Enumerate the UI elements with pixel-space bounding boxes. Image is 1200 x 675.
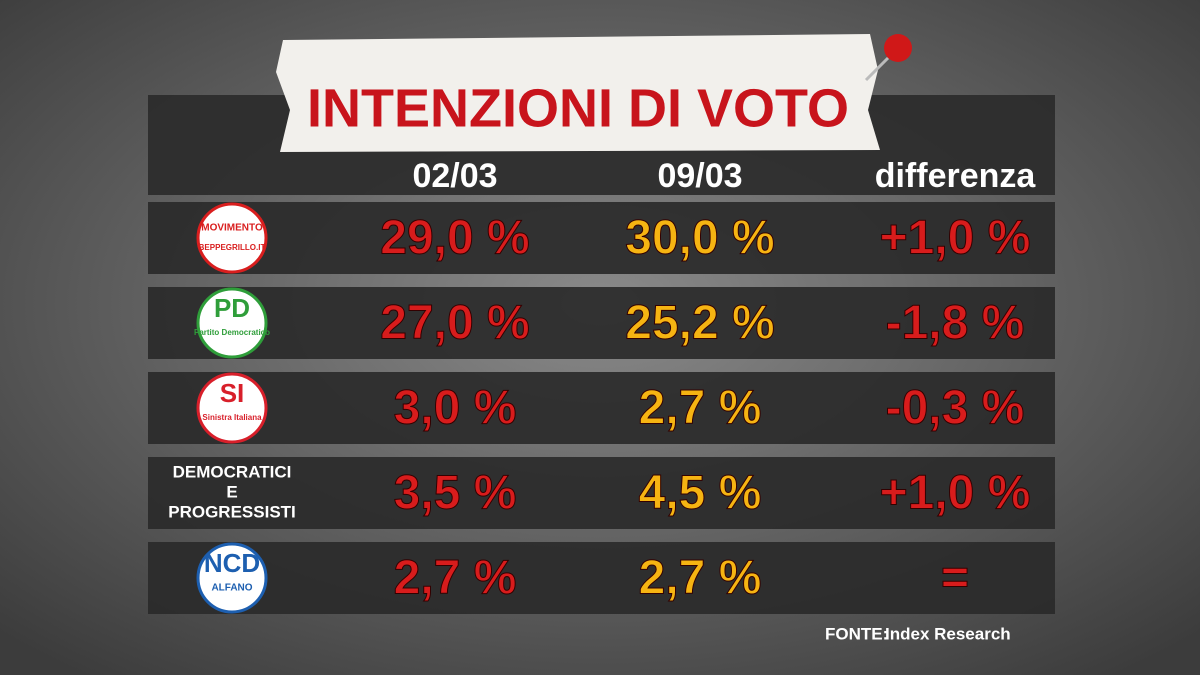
logo-text: NCD xyxy=(204,548,260,578)
logo-text: PD xyxy=(214,293,250,323)
cell-value: 30,0 % xyxy=(625,212,774,265)
logo xyxy=(196,287,268,359)
party-name: DEMOCRATICI xyxy=(173,462,292,481)
cell-value: 2,7 % xyxy=(639,552,762,605)
logo xyxy=(196,372,268,444)
logo xyxy=(196,542,268,614)
source-text: Index Research xyxy=(885,624,1011,643)
cell-value: 25,2 % xyxy=(625,297,774,350)
cell-value: -0,3 % xyxy=(886,382,1025,435)
cell-value: 2,7 % xyxy=(639,382,762,435)
column-header: 09/03 xyxy=(657,157,742,195)
cell-value: -1,8 % xyxy=(886,297,1025,350)
logo-text: SI xyxy=(220,378,245,408)
cell-value: = xyxy=(941,552,969,605)
paper-note xyxy=(276,34,880,152)
logo-text: ALFANO xyxy=(211,583,252,594)
cell-value: 4,5 % xyxy=(639,467,762,520)
row-panel xyxy=(148,457,1055,529)
logo-text: Partito Democratico xyxy=(194,328,270,337)
pin-needle xyxy=(864,56,890,82)
cell-value: 3,0 % xyxy=(394,382,517,435)
cell-value: 3,5 % xyxy=(394,467,517,520)
column-header: differenza xyxy=(875,157,1037,195)
logo xyxy=(196,202,268,274)
party-name: E xyxy=(226,482,237,501)
row-panel xyxy=(148,287,1055,359)
party-name: PROGRESSISTI xyxy=(168,502,296,521)
cell-value: +1,0 % xyxy=(880,467,1031,520)
cell-value: 29,0 % xyxy=(380,212,529,265)
row-panel xyxy=(148,372,1055,444)
row-panel xyxy=(148,202,1055,274)
title: INTENZIONI DI VOTO xyxy=(307,78,849,138)
logo-text: BEPPEGRILLO.IT xyxy=(199,243,266,252)
logo-text: Sinistra Italiana xyxy=(202,413,262,422)
cell-value: +1,0 % xyxy=(880,212,1031,265)
source-label: FONTE: xyxy=(825,624,888,643)
column-header: 02/03 xyxy=(412,157,497,195)
rows: MOVIMENTO BEPPEGRILLO.IT 29,0 % 30,0 % +1,0 … xyxy=(148,202,1055,614)
pin xyxy=(884,34,912,62)
cell-value: 27,0 % xyxy=(380,297,529,350)
logo-text: MOVIMENTO xyxy=(201,223,263,234)
cell-value: 2,7 % xyxy=(394,552,517,605)
row-panel xyxy=(148,542,1055,614)
